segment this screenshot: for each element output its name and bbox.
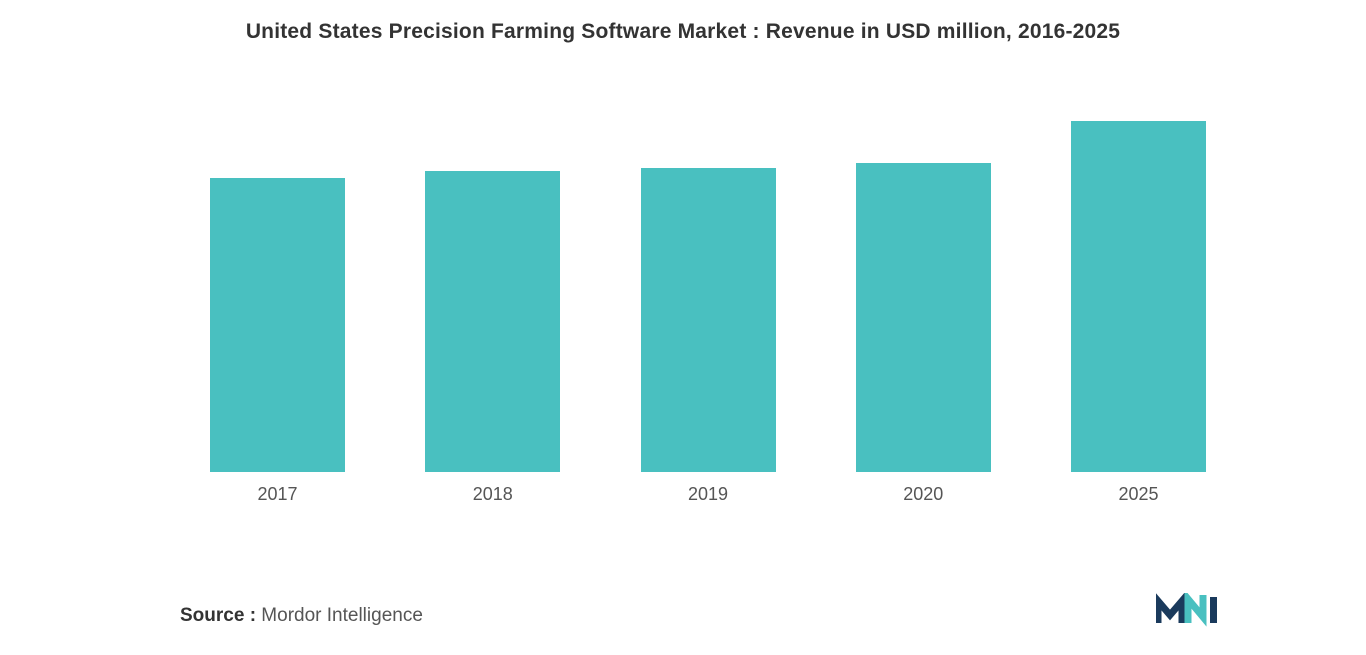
bar-group [641, 168, 776, 472]
bar-2025 [1071, 121, 1206, 473]
x-label: 2017 [210, 484, 345, 505]
source-label: Source : [180, 605, 256, 626]
x-label: 2020 [856, 484, 991, 505]
x-axis-labels: 2017 2018 2019 2020 2025 [210, 484, 1206, 505]
chart-container: United States Precision Farming Software… [0, 0, 1366, 655]
source-value: Mordor Intelligence [256, 605, 423, 626]
bar-2019 [641, 168, 776, 472]
bar-2018 [425, 171, 560, 472]
x-label: 2025 [1071, 484, 1206, 505]
bar-group [210, 178, 345, 473]
chart-title: United States Precision Farming Software… [140, 20, 1226, 44]
chart-footer: Source : Mordor Intelligence [180, 593, 1226, 627]
mordor-logo-icon [1156, 593, 1226, 627]
bar-2020 [856, 163, 991, 472]
bar-group [425, 171, 560, 472]
x-label: 2018 [425, 484, 560, 505]
bar-2017 [210, 178, 345, 473]
bar-group [856, 163, 991, 472]
plot-area [210, 92, 1206, 472]
bar-group [1071, 121, 1206, 473]
x-label: 2019 [641, 484, 776, 505]
source-attribution: Source : Mordor Intelligence [180, 605, 423, 627]
